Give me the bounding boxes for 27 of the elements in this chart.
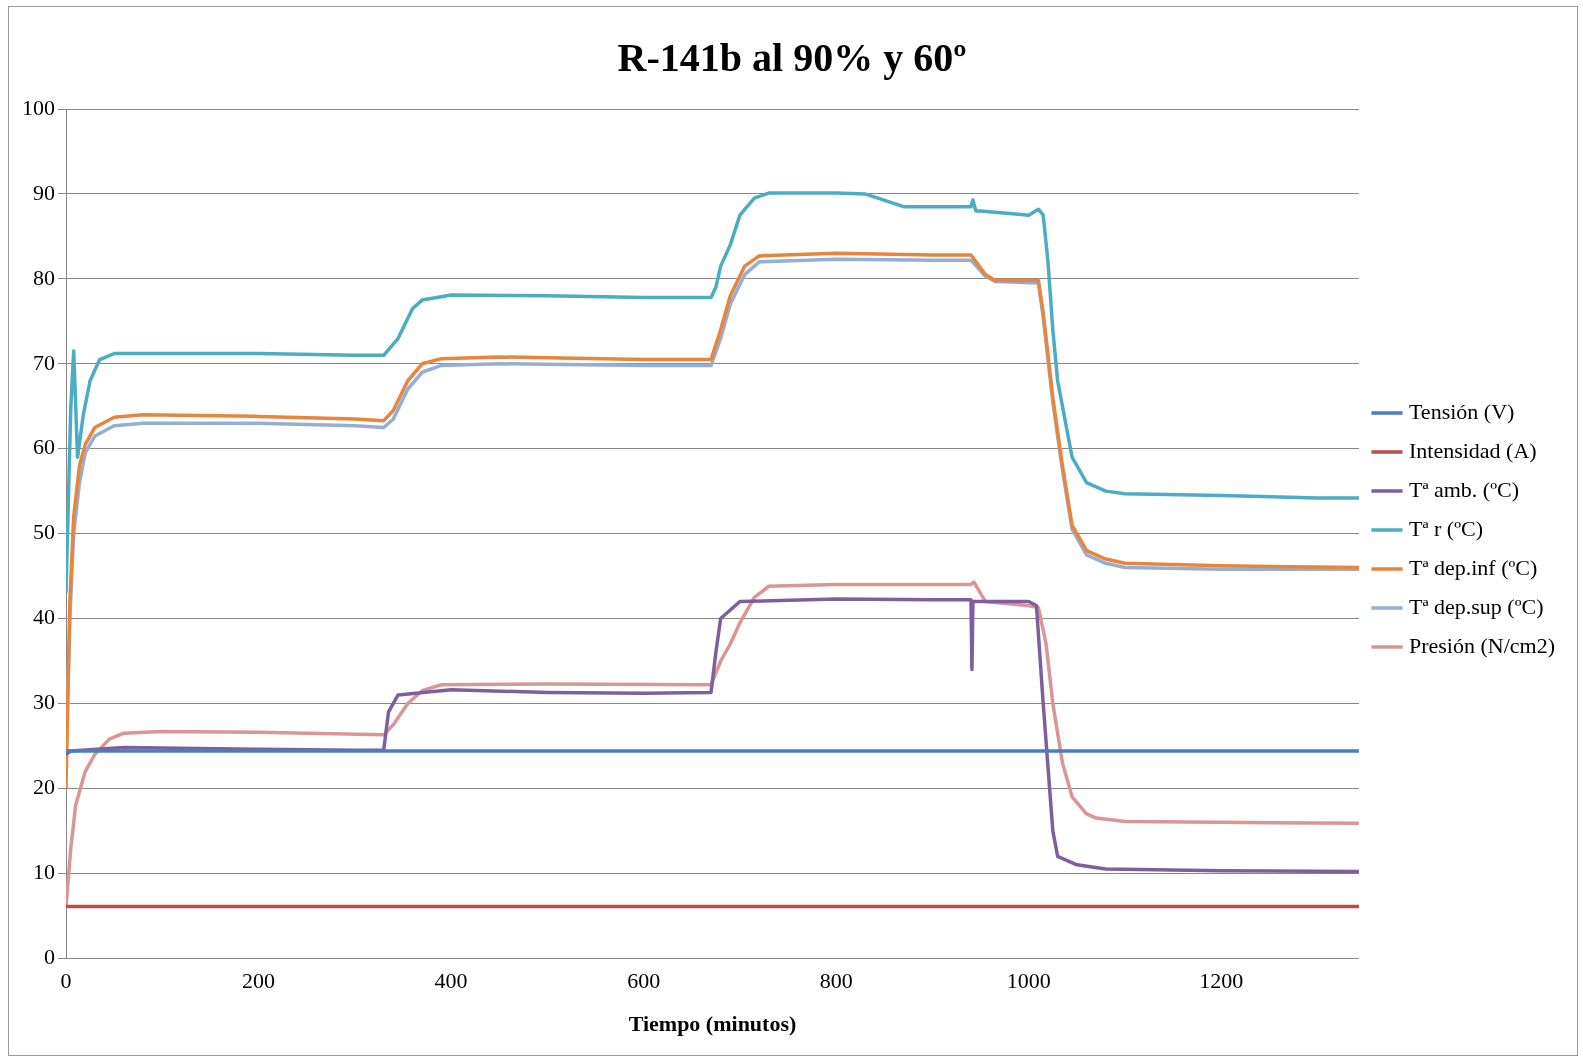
x-tick-label: 800 <box>819 968 853 994</box>
x-axis-title: Tiempo (minutos) <box>628 1011 797 1037</box>
legend-label: Tª dep.inf (ºC) <box>1408 554 1538 580</box>
legend-label: Tª r (ºC) <box>1408 515 1483 541</box>
legend-label: Tª amb. (ºC) <box>1408 476 1520 502</box>
legend-label: Tensión (V) <box>1408 398 1515 424</box>
x-tick-label: 600 <box>627 968 661 994</box>
y-tick-label: 70 <box>33 349 55 375</box>
y-tick-label: 10 <box>33 859 55 885</box>
y-tick-label: 100 <box>22 94 55 120</box>
x-tick-label: 1200 <box>1199 968 1244 994</box>
y-tick-label: 0 <box>44 943 55 969</box>
legend-label: Intensidad (A) <box>1408 437 1537 463</box>
x-tick-label: 0 <box>60 968 72 994</box>
y-tick-label: 50 <box>33 519 55 545</box>
y-tick-label: 60 <box>33 434 55 460</box>
y-tick-label: 40 <box>33 604 55 630</box>
chart-title: R-141b al 90% y 60º <box>617 35 967 81</box>
x-tick-label: 200 <box>242 968 276 994</box>
x-tick-label: 1000 <box>1006 968 1051 994</box>
y-tick-label: 80 <box>33 264 55 290</box>
legend-label: Presión (N/cm2) <box>1408 632 1555 658</box>
y-tick-label: 20 <box>33 774 55 800</box>
y-tick-label: 30 <box>33 689 55 715</box>
y-tick-label: 90 <box>33 179 55 205</box>
x-tick-label: 400 <box>434 968 468 994</box>
legend-label: Tª dep.sup (ºC) <box>1408 593 1544 619</box>
